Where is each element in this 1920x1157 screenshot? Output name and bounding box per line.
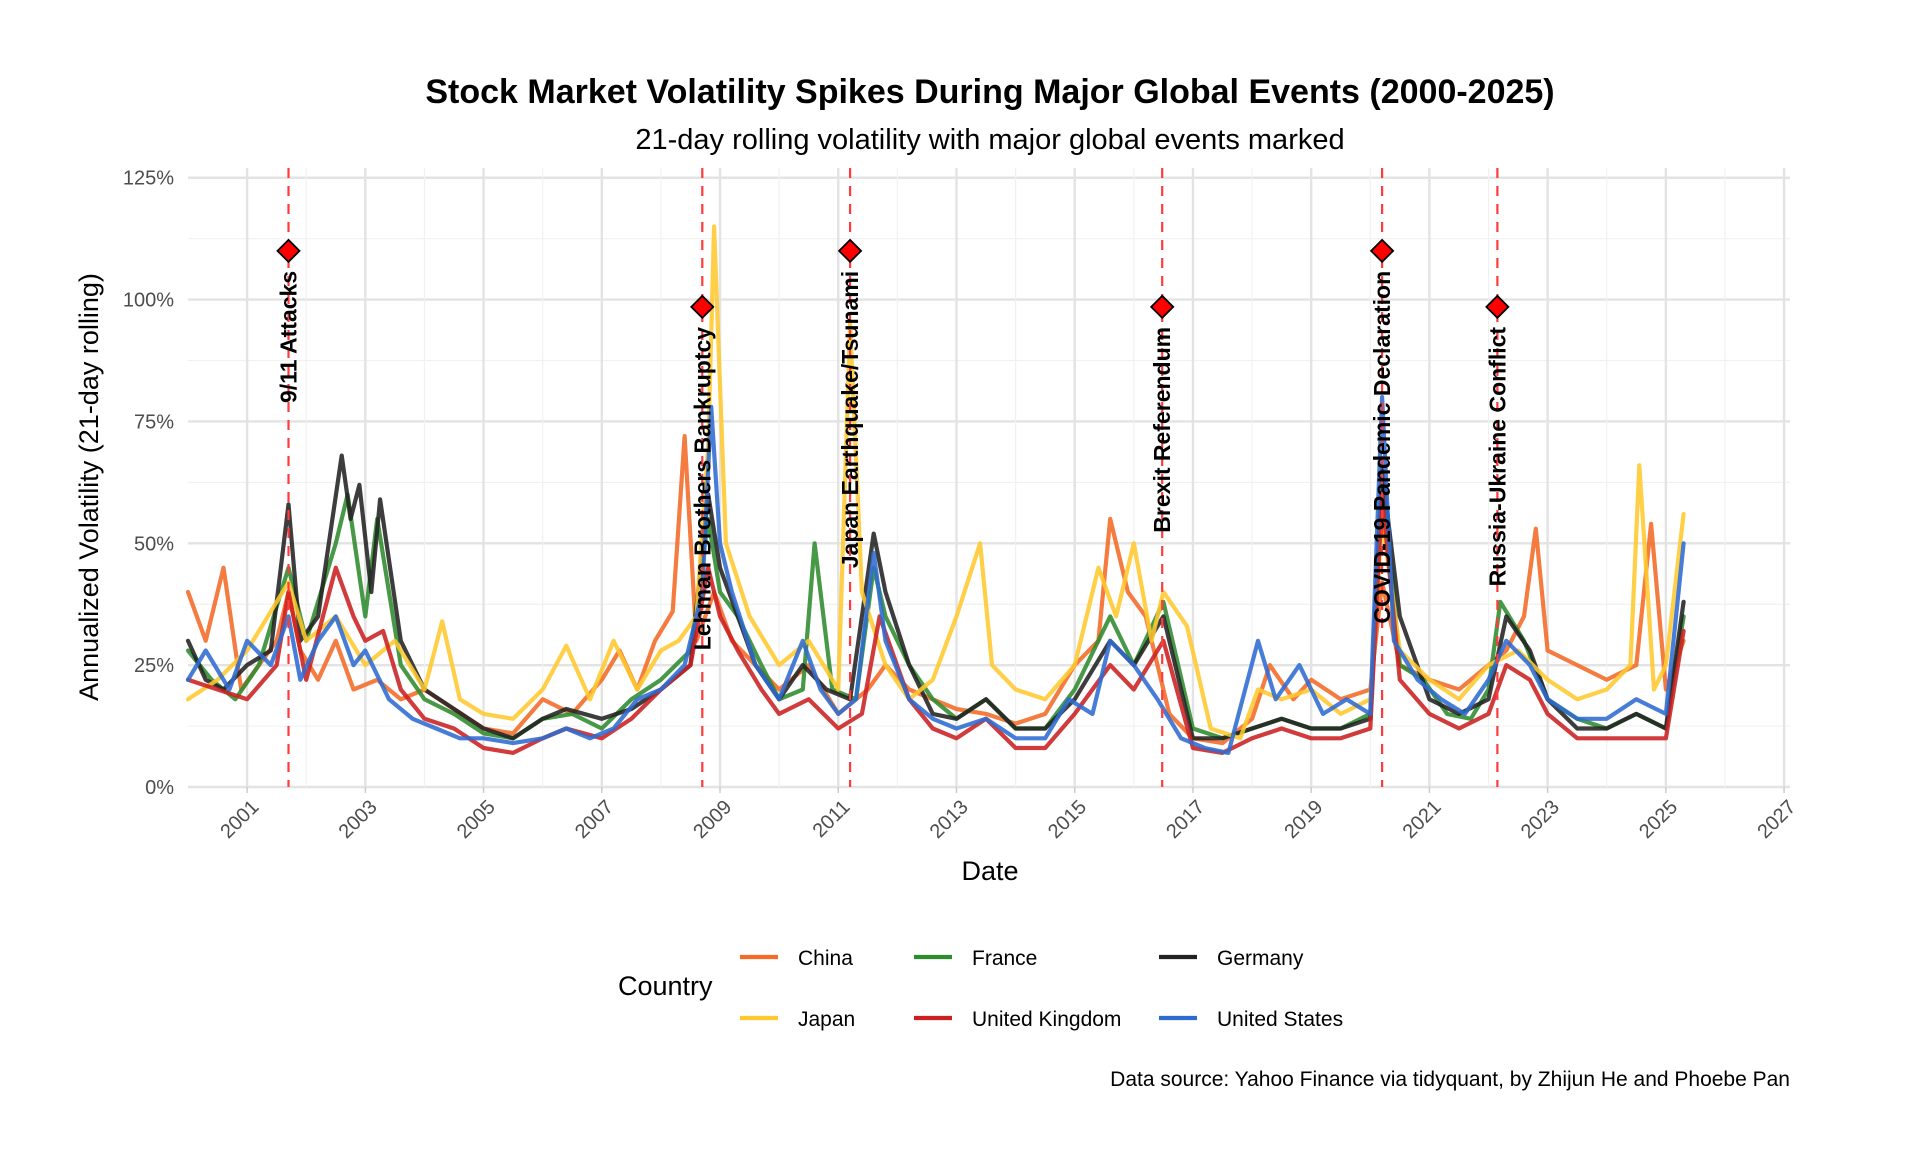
series-lines	[185, 224, 1686, 756]
x-tick-label: 2025	[1635, 796, 1682, 843]
event-marker-icon	[276, 238, 301, 264]
x-tick-label: 2011	[809, 796, 855, 842]
chart-title: Stock Market Volatility Spikes During Ma…	[425, 73, 1554, 111]
y-tick-label: 25%	[134, 655, 174, 677]
event-label: Brexit Referendum	[1149, 327, 1175, 533]
y-tick-label: 0%	[145, 777, 174, 799]
event-marker-icon	[1369, 238, 1395, 264]
legend-label: France	[972, 947, 1037, 970]
series-line-china	[185, 434, 1686, 746]
legend-label: Japan	[798, 1008, 855, 1031]
x-tick-label: 2005	[453, 796, 500, 843]
x-tick-label: 2007	[571, 796, 618, 843]
event-markers: 9/11 Attacks Lehman Brothers Bankruptcy Ja…	[275, 168, 1510, 787]
legend-label: United States	[1217, 1008, 1343, 1031]
event-label: COVID-19 Pandemic Declaration	[1369, 271, 1395, 624]
chart-subtitle: 21-day rolling volatility with major glo…	[635, 124, 1344, 156]
x-tick-label: 2013	[926, 796, 973, 843]
series-line-united-states	[185, 395, 1686, 756]
legend: Country China France Germany Japan United Ki…	[618, 947, 1343, 1031]
event-label: Japan Earthquake/Tsunami	[837, 271, 863, 568]
event-marker-icon	[837, 238, 863, 264]
legend-label: Germany	[1217, 947, 1304, 970]
event-marker-icon	[1485, 294, 1510, 320]
x-tick-label: 2001	[216, 796, 263, 843]
x-tick-label: 2027	[1753, 796, 1800, 843]
series-line-germany	[185, 453, 1686, 741]
event-label: Russia-Ukraine Conflict	[1484, 327, 1510, 587]
event-marker-icon	[1149, 294, 1175, 320]
x-axis-title: Date	[961, 856, 1018, 886]
event-marker-icon	[690, 294, 715, 320]
y-tick-label: 50%	[134, 533, 174, 555]
y-tick-label: 75%	[134, 411, 174, 433]
x-tick-label: 2003	[335, 796, 382, 843]
series-line-japan	[185, 224, 1686, 741]
y-axis-title: Annualized Volatility (21-day rolling)	[74, 273, 104, 701]
grid-layer	[188, 168, 1790, 789]
x-tick-label: 2023	[1517, 796, 1564, 843]
y-tick-label: 100%	[123, 290, 174, 312]
x-tick-label: 2021	[1399, 796, 1446, 843]
event-label: Lehman Brothers Bankruptcy	[689, 327, 715, 651]
event-label: 9/11 Attacks	[275, 271, 301, 403]
x-tick-label: 2015	[1044, 796, 1091, 843]
y-tick-label: 125%	[123, 168, 174, 190]
chart-caption: Data source: Yahoo Finance via tidyquant…	[1110, 1068, 1790, 1091]
legend-label: China	[798, 947, 853, 970]
legend-title: Country	[618, 971, 713, 1001]
legend-label: United Kingdom	[972, 1008, 1121, 1031]
x-tick-label: 2017	[1162, 796, 1209, 843]
x-tick-label: 2019	[1280, 796, 1327, 843]
x-tick-label: 2009	[689, 796, 736, 843]
